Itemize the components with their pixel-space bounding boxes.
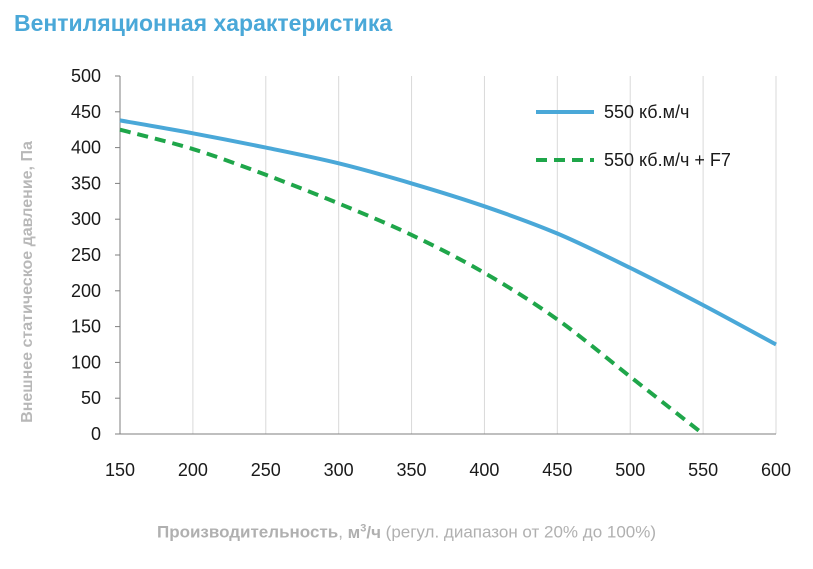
grid-lines — [192, 76, 777, 434]
series-line-2 — [119, 127, 705, 436]
x-axis-label-unit: м3/ч — [347, 522, 381, 542]
x-axis-unit-tail: /ч — [366, 522, 381, 542]
series-lines — [119, 118, 777, 436]
y-axis-label: Внешнее статическое давление, Па — [19, 141, 36, 423]
x-axis-label: Производительность, м3/ч (регул. диапазо… — [0, 522, 813, 543]
axes — [115, 75, 776, 435]
x-axis-unit-base: м — [347, 522, 361, 542]
y-tick-label-200: 200 — [71, 281, 101, 301]
x-tick-label-250: 250 — [251, 460, 281, 480]
y-tick-label-450: 450 — [71, 102, 101, 122]
x-tick-label-550: 550 — [688, 460, 718, 480]
x-tick-label-300: 300 — [324, 460, 354, 480]
y-tick-label-300: 300 — [71, 209, 101, 229]
x-axis-label-note: (регул. диапазон от 20% до 100%) — [380, 522, 657, 542]
y-tick-label-100: 100 — [71, 352, 101, 372]
x-tick-labels: 150 200 250 300 350 400 450 500 550 600 — [105, 460, 791, 480]
y-tick-label-500: 500 — [71, 66, 101, 86]
x-tick-label-400: 400 — [469, 460, 499, 480]
x-tick-label-600: 600 — [761, 460, 791, 480]
legend-label-1: 550 кб.м/ч — [604, 102, 689, 122]
series-line-1 — [119, 118, 777, 347]
y-tick-label-50: 50 — [81, 388, 101, 408]
x-tick-label-500: 500 — [615, 460, 645, 480]
chart-title: Вентиляционная характеристика — [14, 10, 393, 36]
x-tick-label-350: 350 — [397, 460, 427, 480]
x-axis-label-main: Производительность — [156, 522, 339, 542]
y-tick-labels: 0 50 100 150 200 250 300 350 400 450 500 — [71, 66, 101, 444]
y-tick-label-150: 150 — [71, 317, 101, 337]
x-axis-unit-sup: 3 — [360, 522, 367, 534]
x-tick-label-450: 450 — [542, 460, 572, 480]
y-tick-label-400: 400 — [71, 138, 101, 158]
x-tick-label-150: 150 — [105, 460, 135, 480]
y-tick-label-0: 0 — [91, 424, 101, 444]
x-tick-label-200: 200 — [178, 460, 208, 480]
x-axis-label-separator: , — [338, 522, 348, 542]
legend: 550 кб.м/ч 550 кб.м/ч + F7 — [536, 102, 731, 170]
legend-label-2: 550 кб.м/ч + F7 — [604, 150, 731, 170]
y-tick-label-350: 350 — [71, 173, 101, 193]
y-tick-label-250: 250 — [71, 245, 101, 265]
